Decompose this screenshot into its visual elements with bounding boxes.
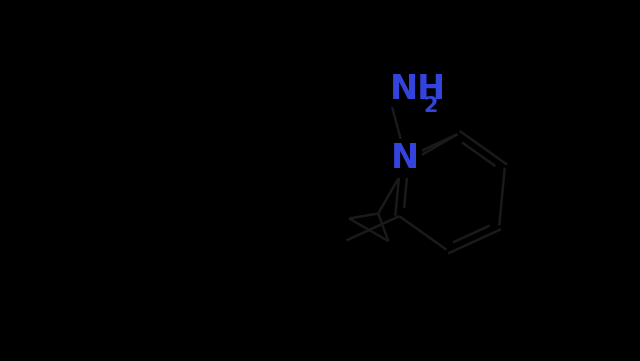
Text: N: N [390, 142, 419, 175]
Text: NH: NH [390, 73, 446, 106]
Text: 2: 2 [423, 96, 438, 116]
